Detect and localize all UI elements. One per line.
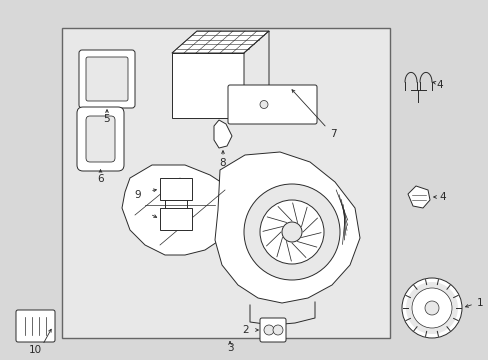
Circle shape bbox=[424, 301, 438, 315]
Circle shape bbox=[401, 278, 461, 338]
Polygon shape bbox=[407, 186, 429, 208]
Circle shape bbox=[260, 100, 267, 108]
Text: 8: 8 bbox=[219, 158, 226, 168]
Circle shape bbox=[272, 325, 283, 335]
FancyBboxPatch shape bbox=[79, 50, 135, 108]
FancyBboxPatch shape bbox=[77, 107, 124, 171]
Polygon shape bbox=[244, 31, 268, 118]
Text: 10: 10 bbox=[29, 345, 42, 355]
FancyBboxPatch shape bbox=[227, 85, 316, 124]
Bar bbox=[160, 208, 192, 230]
Text: 3: 3 bbox=[226, 343, 233, 353]
FancyBboxPatch shape bbox=[16, 310, 55, 342]
Polygon shape bbox=[214, 120, 231, 148]
Text: 9: 9 bbox=[134, 190, 141, 200]
Text: 4: 4 bbox=[439, 192, 446, 202]
Circle shape bbox=[260, 200, 324, 264]
Polygon shape bbox=[215, 152, 359, 303]
Text: 6: 6 bbox=[97, 174, 103, 184]
Circle shape bbox=[405, 282, 457, 334]
Circle shape bbox=[282, 222, 302, 242]
Polygon shape bbox=[172, 53, 244, 118]
Text: 4: 4 bbox=[436, 80, 443, 90]
FancyBboxPatch shape bbox=[86, 57, 128, 101]
Circle shape bbox=[244, 184, 339, 280]
Text: 7: 7 bbox=[329, 129, 336, 139]
FancyBboxPatch shape bbox=[260, 318, 285, 342]
Bar bbox=[160, 178, 192, 200]
Polygon shape bbox=[172, 31, 268, 53]
Circle shape bbox=[264, 325, 273, 335]
Text: 2: 2 bbox=[242, 325, 249, 335]
Circle shape bbox=[411, 288, 451, 328]
Bar bbox=[62, 28, 389, 338]
Text: 5: 5 bbox=[103, 114, 110, 124]
Text: 1: 1 bbox=[476, 298, 482, 308]
Polygon shape bbox=[122, 165, 240, 255]
FancyBboxPatch shape bbox=[86, 116, 115, 162]
